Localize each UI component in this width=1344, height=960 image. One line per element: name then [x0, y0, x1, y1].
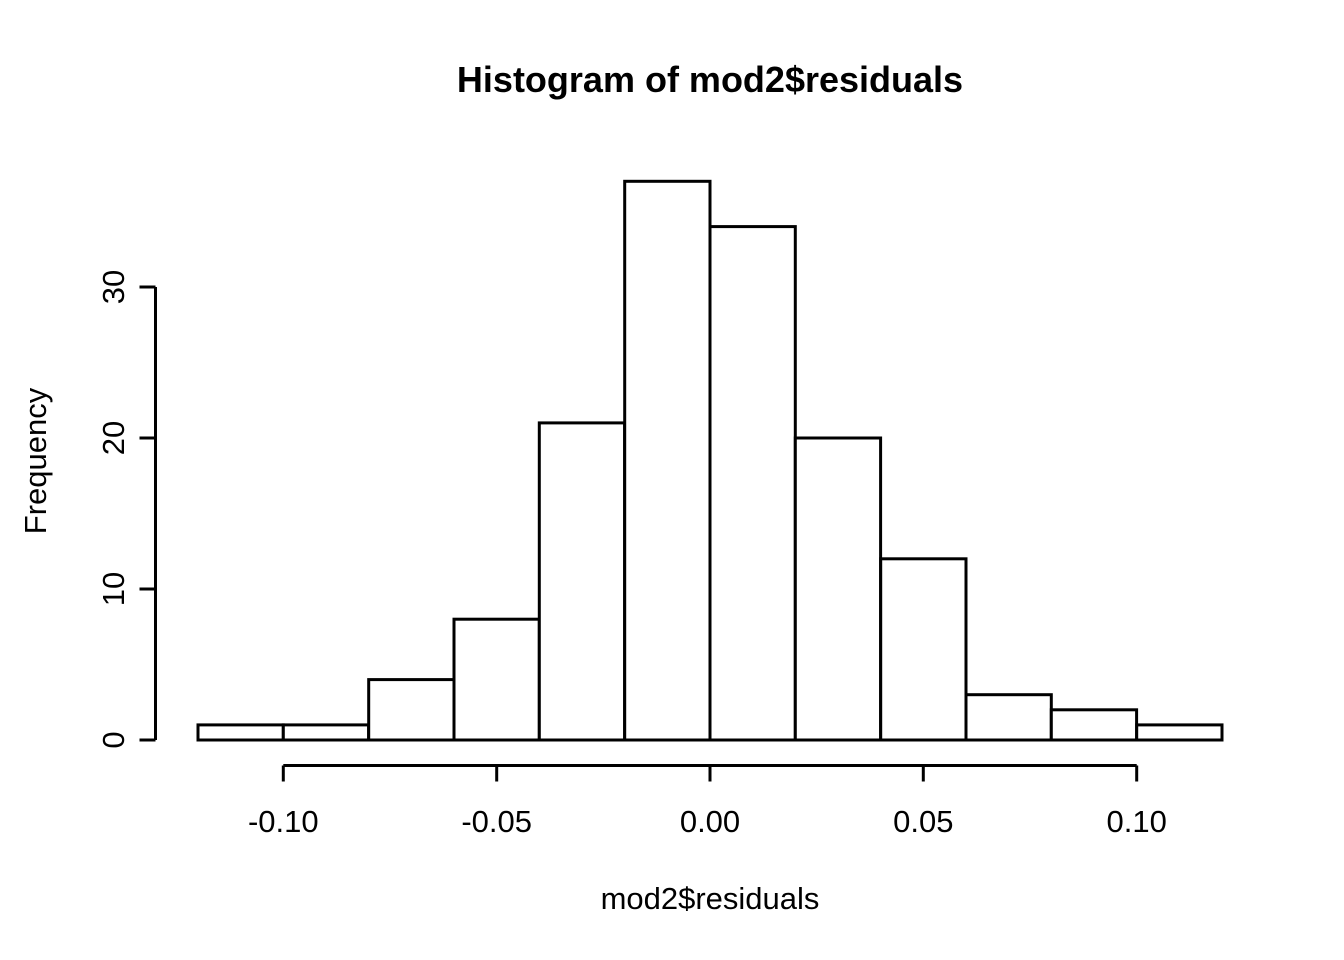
histogram-bar [196, 723, 285, 742]
bars-group [196, 179, 1224, 742]
y-tick-label: 20 [96, 421, 131, 455]
histogram-bar [1135, 723, 1224, 742]
x-tick-label: 0.10 [1107, 804, 1167, 839]
histogram-bar [793, 436, 883, 742]
x-tick-label: -0.05 [461, 804, 532, 839]
y-tick-label: 30 [96, 270, 131, 304]
histogram-bar [537, 421, 627, 742]
x-tick-label: 0.00 [680, 804, 740, 839]
histogram-bar [452, 617, 541, 742]
x-tick-label: -0.10 [248, 804, 319, 839]
histogram-bar [623, 179, 712, 742]
axes-group: 0 10 20 30 -0.10 -0.05 0.00 0.05 0.10 [96, 270, 1167, 839]
histogram-bar [281, 723, 371, 742]
histogram-bar [879, 557, 968, 742]
histogram-bar [367, 678, 456, 742]
y-axis-label: Frequency [18, 387, 53, 534]
histogram-bar [1049, 708, 1139, 742]
x-tick-label: 0.05 [893, 804, 953, 839]
y-tick-label: 0 [96, 731, 131, 748]
chart-title: Histogram of mod2$residuals [457, 59, 963, 100]
y-tick-label: 10 [96, 572, 131, 606]
x-axis-label: mod2$residuals [601, 881, 820, 916]
histogram-bar [964, 693, 1053, 742]
histogram-bar [708, 225, 797, 742]
